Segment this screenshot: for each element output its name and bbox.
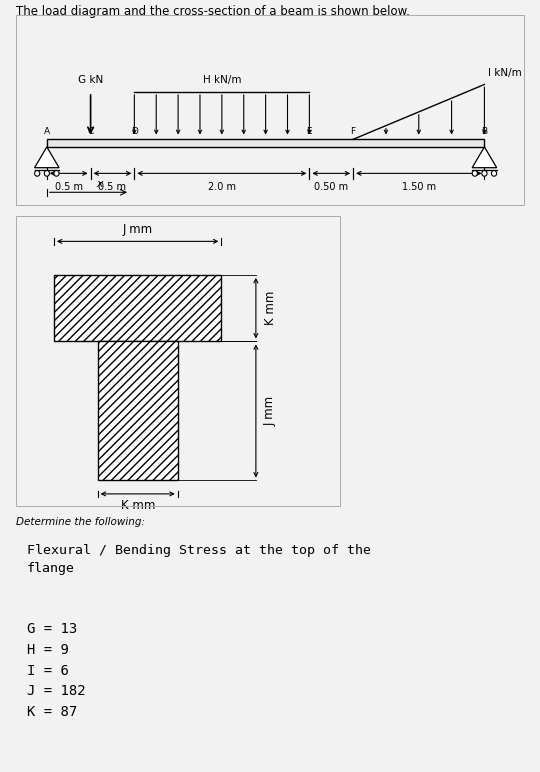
Text: F: F [350,127,356,137]
Circle shape [472,171,477,176]
Bar [54,275,221,341]
Circle shape [54,171,59,176]
Text: G kN: G kN [78,76,103,86]
Polygon shape [472,147,497,168]
Circle shape [482,171,487,176]
Text: G = 13
H = 9
I = 6
J = 182
K = 87: G = 13 H = 9 I = 6 J = 182 K = 87 [27,622,86,719]
Circle shape [491,171,497,176]
Text: I kN/m: I kN/m [488,68,522,78]
Text: K mm: K mm [264,291,277,325]
Text: 2.0 m: 2.0 m [208,182,236,192]
Text: B: B [481,127,488,137]
Text: D: D [131,127,138,137]
Polygon shape [35,147,59,168]
Text: The load diagram and the cross-section of a beam is shown below.: The load diagram and the cross-section o… [16,5,410,19]
Bar [98,341,178,480]
Text: 1.50 m: 1.50 m [402,182,436,192]
Text: 0.50 m: 0.50 m [314,182,348,192]
Text: C: C [87,127,94,137]
Text: x: x [96,178,103,188]
Text: J mm: J mm [123,223,153,236]
Text: E: E [307,127,312,137]
Text: 0.5 m: 0.5 m [55,182,83,192]
Text: A: A [44,127,50,137]
Circle shape [35,171,40,176]
Text: K mm: K mm [120,499,155,512]
Text: Flexural / Bending Stress at the top of the
flange: Flexural / Bending Stress at the top of … [27,543,371,574]
Text: 0.5 m: 0.5 m [98,182,126,192]
Circle shape [44,171,50,176]
Text: H kN/m: H kN/m [202,76,241,86]
Bar [47,139,484,147]
Text: J mm: J mm [264,396,277,426]
Text: Determine the following:: Determine the following: [16,517,145,527]
